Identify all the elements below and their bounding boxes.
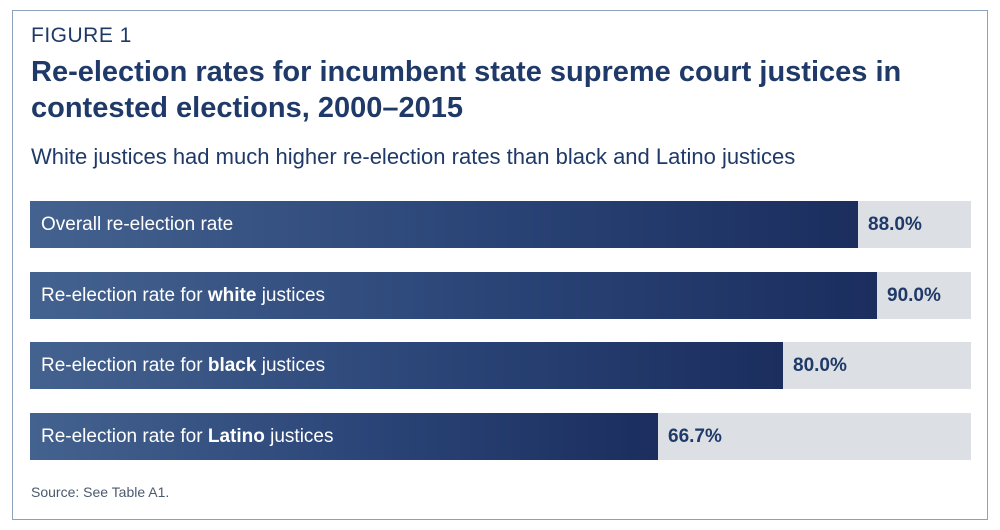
- bar-track: Re-election rate for white justices 90.0%: [30, 271, 971, 319]
- bar-value-label: 88.0%: [868, 214, 922, 235]
- bar-category-label: Re-election rate for white justices: [41, 272, 325, 319]
- bar-category-label: Re-election rate for black justices: [41, 342, 325, 389]
- bar-category-label: Re-election rate for Latino justices: [41, 413, 334, 460]
- bar-label-emphasis: black: [207, 355, 257, 376]
- bar-label-text: Re-election rate for: [41, 284, 208, 306]
- bar-label-emphasis: Latino: [207, 425, 265, 447]
- bar: [30, 412, 658, 460]
- bar: [30, 271, 877, 319]
- bar: [30, 342, 783, 389]
- bar-label-emphasis: white: [207, 284, 257, 306]
- chart-subtitle: White justices had much higher re-electi…: [31, 144, 796, 169]
- bar-category-label: Overall re-election rate: [41, 201, 233, 248]
- bar-value-label: 90.0%: [887, 284, 941, 306]
- bar-track: Re-election rate for Latino justices 66.7…: [30, 412, 971, 460]
- chart-title: Re-election rates for incumbent state su…: [31, 56, 902, 124]
- source-note: Source: See Table A1.: [31, 484, 170, 500]
- bar-label-text: justices: [256, 284, 326, 306]
- figure-label: FIGURE 1: [31, 24, 132, 47]
- bar-label-text: Re-election rate for: [41, 425, 208, 447]
- bar: [30, 201, 858, 248]
- bar-label-text: justices: [264, 425, 334, 447]
- bar-label-text: justices: [256, 355, 326, 376]
- bar-value-label: 66.7%: [668, 425, 722, 447]
- bar-value-label: 80.0%: [793, 355, 847, 376]
- bar-label-text: Overall re-election rate: [41, 214, 234, 235]
- bar-track: Re-election rate for black justices 80.0%: [30, 342, 971, 389]
- bar-track: Overall re-election rate 88.0%: [30, 201, 971, 248]
- bar-label-text: Re-election rate for: [41, 355, 208, 376]
